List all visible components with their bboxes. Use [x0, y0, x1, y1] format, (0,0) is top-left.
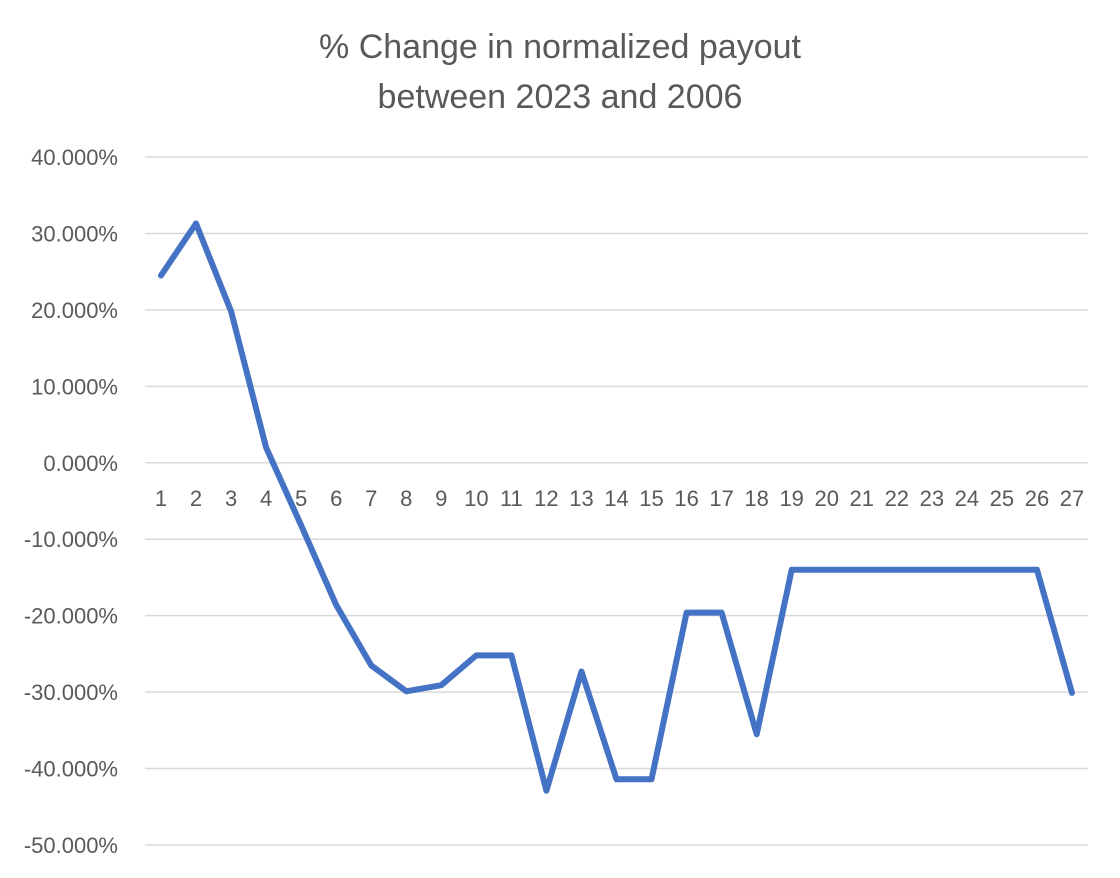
x-tick-label: 1 — [155, 486, 167, 511]
x-tick-label: 6 — [330, 486, 342, 511]
y-tick-label: 10.000% — [31, 374, 118, 399]
x-tick-label: 21 — [850, 486, 874, 511]
y-tick-label: -50.000% — [24, 833, 118, 858]
x-tick-label: 13 — [569, 486, 593, 511]
x-tick-label: 9 — [435, 486, 447, 511]
x-tick-label: 20 — [814, 486, 838, 511]
x-tick-label: 16 — [674, 486, 698, 511]
gridlines — [145, 156, 1088, 846]
y-tick-label: 40.000% — [31, 145, 118, 170]
x-tick-label: 5 — [295, 486, 307, 511]
chart-title-line-1: % Change in normalized payout — [319, 28, 802, 66]
x-tick-label: 25 — [990, 486, 1014, 511]
x-tick-label: 23 — [920, 486, 944, 511]
y-tick-label: -20.000% — [24, 604, 118, 629]
x-tick-label: 11 — [500, 486, 523, 511]
series-layer — [158, 220, 1075, 794]
x-tick-label: 15 — [639, 486, 663, 511]
y-tick-label: 30.000% — [31, 221, 118, 246]
y-tick-label: 0.000% — [43, 451, 118, 476]
y-tick-label: -40.000% — [24, 757, 118, 782]
x-tick-label: 8 — [400, 486, 412, 511]
x-tick-label: 7 — [365, 486, 377, 511]
y-tick-label: -30.000% — [24, 680, 118, 705]
x-tick-label: 26 — [1025, 486, 1049, 511]
chart-title-line-2: between 2023 and 2006 — [378, 78, 743, 116]
x-tick-label: 24 — [955, 486, 979, 511]
y-tick-label: 20.000% — [31, 298, 118, 323]
x-tick-label: 3 — [225, 486, 237, 511]
y-tick-label: -10.000% — [24, 527, 118, 552]
x-tick-label: 18 — [744, 486, 768, 511]
y-axis-tick-labels: 40.000% 30.000% 20.000% 10.000% 0.000% -10.00… — [24, 145, 118, 858]
x-axis-tick-labels: 1 2 3 4 5 6 7 8 9 10 11 12 13 14 15 16 17 18 19 20 21 22 23 24 2… — [155, 486, 1084, 511]
x-tick-label: 14 — [604, 486, 628, 511]
x-tick-label: 27 — [1060, 486, 1084, 511]
x-tick-label: 19 — [779, 486, 803, 511]
x-tick-label: 17 — [709, 486, 733, 511]
x-tick-label: 22 — [885, 486, 909, 511]
x-tick-label: 12 — [534, 486, 558, 511]
x-tick-label: 2 — [190, 486, 202, 511]
x-tick-label: 4 — [260, 486, 272, 511]
series-line — [158, 220, 1075, 794]
x-tick-label: 10 — [464, 486, 488, 511]
